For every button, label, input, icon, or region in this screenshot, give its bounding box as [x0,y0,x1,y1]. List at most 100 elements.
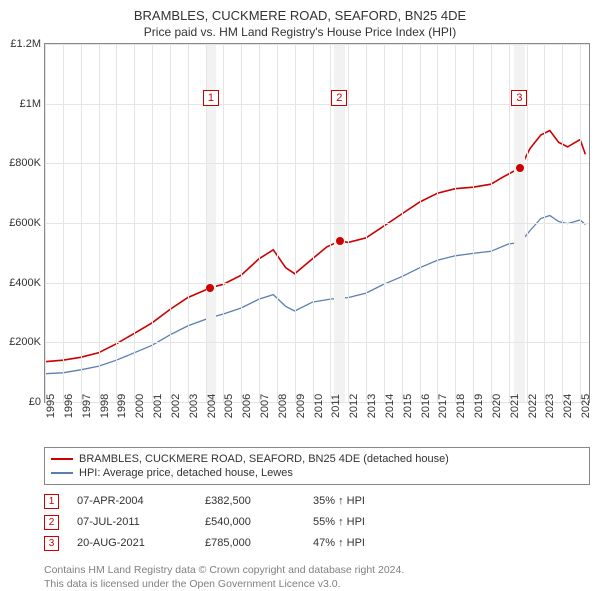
x-axis-label: 2013 [366,394,378,418]
sale-date: 07-APR-2004 [77,495,187,507]
gridline [45,283,589,284]
sale-point [206,284,214,292]
gridline [63,44,64,402]
gridline [259,44,260,402]
sales-table: 1 07-APR-2004 £382,500 35% ↑ HPI 2 07-JUL-201… [44,491,590,554]
gridline [580,44,581,402]
sale-marker: 3 [44,536,59,551]
attribution-line: This data is licensed under the Open Gov… [44,578,590,591]
gridline [45,44,589,45]
x-axis-label: 2004 [206,394,218,418]
y-axis-label: £1.2M [10,38,41,50]
sale-pct: 47% ↑ HPI [313,537,365,549]
gridline [437,44,438,402]
legend-label: HPI: Average price, detached house, Lewe… [79,467,293,479]
legend-item: BRAMBLES, CUCKMERE ROAD, SEAFORD, BN25 4… [51,452,583,466]
marker-box: 2 [331,90,347,106]
marker-box: 3 [511,90,527,106]
gridline [45,223,589,224]
sale-price: £382,500 [205,495,295,507]
legend-swatch [51,472,73,474]
gridline [348,44,349,402]
x-axis-label: 1997 [81,394,93,418]
x-axis-label: 2023 [544,394,556,418]
x-axis-label: 2021 [509,394,521,418]
x-axis-label: 2014 [384,394,396,418]
sale-point [336,237,344,245]
y-axis-label: £200K [9,336,41,348]
gridline [277,44,278,402]
legend-swatch [51,458,73,460]
x-axis-label: 2009 [295,394,307,418]
series-hpi [45,215,585,373]
sale-marker: 2 [44,515,59,530]
gridline [45,342,589,343]
x-axis-label: 1998 [99,394,111,418]
gridline [366,44,367,402]
attribution: Contains HM Land Registry data © Crown c… [44,564,590,591]
sale-date: 07-JUL-2011 [77,516,187,528]
gridline [99,44,100,402]
x-axis-label: 2017 [437,394,449,418]
gridline [152,44,153,402]
y-axis-label: £400K [9,277,41,289]
gridline [544,44,545,402]
chart-title: BRAMBLES, CUCKMERE ROAD, SEAFORD, BN25 4… [0,0,600,25]
sale-row: 1 07-APR-2004 £382,500 35% ↑ HPI [44,491,590,512]
gridline [455,44,456,402]
x-axis-label: 1995 [45,394,57,418]
gridline [313,44,314,402]
x-axis-label: 2006 [241,394,253,418]
sale-row: 3 20-AUG-2021 £785,000 47% ↑ HPI [44,533,590,554]
x-axis-label: 2011 [330,394,342,418]
y-axis-label: £0 [29,396,41,408]
x-axis-label: 2012 [348,394,360,418]
sale-pct: 55% ↑ HPI [313,516,365,528]
gridline [188,44,189,402]
x-axis-label: 2005 [223,394,235,418]
sale-row: 2 07-JUL-2011 £540,000 55% ↑ HPI [44,512,590,533]
gridline [223,44,224,402]
x-axis-label: 2002 [170,394,182,418]
x-axis-label: 1999 [116,394,128,418]
x-axis-label: 2001 [152,394,164,418]
x-axis-label: 2025 [580,394,592,418]
sale-price: £785,000 [205,537,295,549]
sale-price: £540,000 [205,516,295,528]
gridline [509,44,510,402]
gridline [45,44,46,402]
x-axis-label: 2008 [277,394,289,418]
sale-marker: 1 [44,494,59,509]
marker-box: 1 [203,90,219,106]
chart-subtitle: Price paid vs. HM Land Registry's House … [0,25,600,43]
gridline [45,163,589,164]
x-axis-label: 2015 [402,394,414,418]
x-axis-label: 2024 [562,394,574,418]
legend: BRAMBLES, CUCKMERE ROAD, SEAFORD, BN25 4… [44,447,590,485]
gridline [420,44,421,402]
chart-plot-area: £0£200K£400K£600K£800K£1M£1.2M1995199619… [44,43,590,403]
x-axis-label: 2016 [420,394,432,418]
gridline [241,44,242,402]
gridline [295,44,296,402]
x-axis-label: 2020 [491,394,503,418]
x-axis-label: 2003 [188,394,200,418]
x-axis-label: 2019 [473,394,485,418]
sale-pct: 35% ↑ HPI [313,495,365,507]
gridline [473,44,474,402]
x-axis-label: 2018 [455,394,467,418]
gridline [170,44,171,402]
gridline [134,44,135,402]
gridline [384,44,385,402]
gridline [402,44,403,402]
sale-point [516,164,524,172]
sale-date: 20-AUG-2021 [77,537,187,549]
y-axis-label: £600K [9,217,41,229]
chart-container: BRAMBLES, CUCKMERE ROAD, SEAFORD, BN25 4… [0,0,600,590]
gridline [45,104,589,105]
attribution-line: Contains HM Land Registry data © Crown c… [44,564,590,578]
x-axis-label: 2010 [313,394,325,418]
gridline [491,44,492,402]
y-axis-label: £1M [20,98,41,110]
y-axis-label: £800K [9,157,41,169]
